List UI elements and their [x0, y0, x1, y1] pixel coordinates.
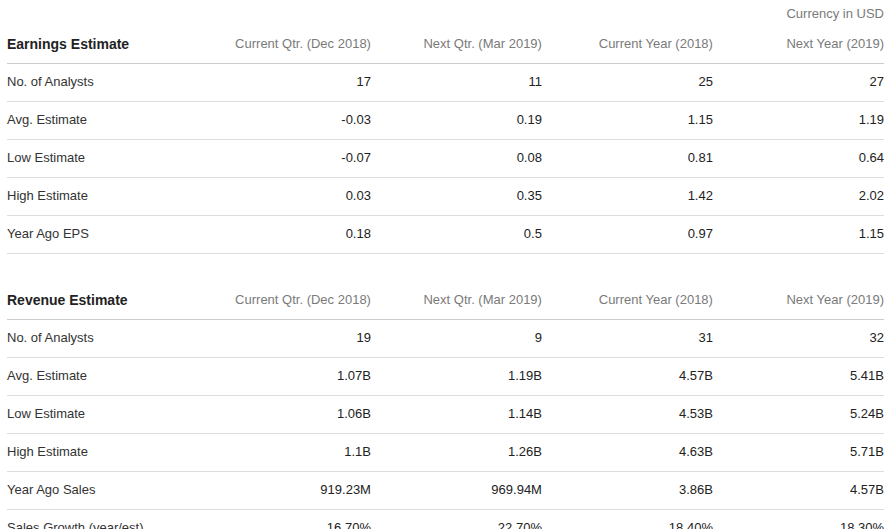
cell-value: 2.02	[713, 178, 884, 216]
cell-value: 0.81	[542, 140, 713, 178]
table-row: Low Estimate-0.070.080.810.64	[7, 140, 884, 178]
row-label: Low Estimate	[7, 140, 200, 178]
cell-value: 919.23M	[200, 472, 371, 510]
cell-value: 1.15	[542, 102, 713, 140]
row-label: No. of Analysts	[7, 64, 200, 102]
table-row: Year Ago EPS0.180.50.971.15	[7, 216, 884, 254]
cell-value: 25	[542, 64, 713, 102]
table-row: No. of Analysts1993132	[7, 320, 884, 358]
analyst-estimates-page: Currency in USD Earnings EstimateCurrent…	[0, 0, 893, 529]
estimate-table: Revenue EstimateCurrent Qtr. (Dec 2018)N…	[7, 282, 884, 529]
row-label: No. of Analysts	[7, 320, 200, 358]
cell-value: 4.57B	[713, 472, 884, 510]
table-header-row: Earnings EstimateCurrent Qtr. (Dec 2018)…	[7, 26, 884, 64]
column-header: Current Qtr. (Dec 2018)	[200, 282, 371, 320]
cell-value: 0.03	[200, 178, 371, 216]
column-header: Next Qtr. (Mar 2019)	[371, 26, 542, 64]
cell-value: 1.14B	[371, 396, 542, 434]
table-title: Earnings Estimate	[7, 26, 200, 64]
column-header: Current Year (2018)	[542, 282, 713, 320]
cell-value: 16.70%	[200, 510, 371, 529]
cell-value: -0.03	[200, 102, 371, 140]
currency-note: Currency in USD	[7, 4, 884, 26]
estimate-tables: Earnings EstimateCurrent Qtr. (Dec 2018)…	[7, 26, 884, 529]
table-row: Avg. Estimate1.07B1.19B4.57B5.41B	[7, 358, 884, 396]
cell-value: 18.40%	[542, 510, 713, 529]
cell-value: 1.19B	[371, 358, 542, 396]
table-row: Avg. Estimate-0.030.191.151.19	[7, 102, 884, 140]
cell-value: 0.5	[371, 216, 542, 254]
row-label: Avg. Estimate	[7, 102, 200, 140]
cell-value: 0.64	[713, 140, 884, 178]
cell-value: 18.30%	[713, 510, 884, 529]
row-label: Sales Growth (year/est)	[7, 510, 200, 529]
row-label: High Estimate	[7, 178, 200, 216]
cell-value: 1.1B	[200, 434, 371, 472]
cell-value: 3.86B	[542, 472, 713, 510]
cell-value: 31	[542, 320, 713, 358]
column-header: Current Qtr. (Dec 2018)	[200, 26, 371, 64]
table-row: High Estimate0.030.351.422.02	[7, 178, 884, 216]
cell-value: 0.08	[371, 140, 542, 178]
cell-value: 32	[713, 320, 884, 358]
table-row: No. of Analysts17112527	[7, 64, 884, 102]
cell-value: 0.97	[542, 216, 713, 254]
cell-value: 1.42	[542, 178, 713, 216]
table-row: Year Ago Sales919.23M969.94M3.86B4.57B	[7, 472, 884, 510]
cell-value: 1.07B	[200, 358, 371, 396]
cell-value: 969.94M	[371, 472, 542, 510]
table-row: Sales Growth (year/est)16.70%22.70%18.40…	[7, 510, 884, 529]
cell-value: 1.19	[713, 102, 884, 140]
cell-value: 5.41B	[713, 358, 884, 396]
cell-value: -0.07	[200, 140, 371, 178]
row-label: Avg. Estimate	[7, 358, 200, 396]
cell-value: 27	[713, 64, 884, 102]
cell-value: 4.53B	[542, 396, 713, 434]
cell-value: 1.26B	[371, 434, 542, 472]
column-header: Next Year (2019)	[713, 26, 884, 64]
cell-value: 0.35	[371, 178, 542, 216]
row-label: Year Ago Sales	[7, 472, 200, 510]
cell-value: 9	[371, 320, 542, 358]
estimate-table: Earnings EstimateCurrent Qtr. (Dec 2018)…	[7, 26, 884, 254]
column-header: Current Year (2018)	[542, 26, 713, 64]
column-header: Next Year (2019)	[713, 282, 884, 320]
cell-value: 4.63B	[542, 434, 713, 472]
table-row: High Estimate1.1B1.26B4.63B5.71B	[7, 434, 884, 472]
cell-value: 1.06B	[200, 396, 371, 434]
cell-value: 5.71B	[713, 434, 884, 472]
cell-value: 11	[371, 64, 542, 102]
cell-value: 19	[200, 320, 371, 358]
cell-value: 5.24B	[713, 396, 884, 434]
cell-value: 4.57B	[542, 358, 713, 396]
cell-value: 0.19	[371, 102, 542, 140]
cell-value: 0.18	[200, 216, 371, 254]
table-row: Low Estimate1.06B1.14B4.53B5.24B	[7, 396, 884, 434]
row-label: Year Ago EPS	[7, 216, 200, 254]
row-label: Low Estimate	[7, 396, 200, 434]
cell-value: 22.70%	[371, 510, 542, 529]
cell-value: 17	[200, 64, 371, 102]
table-header-row: Revenue EstimateCurrent Qtr. (Dec 2018)N…	[7, 282, 884, 320]
column-header: Next Qtr. (Mar 2019)	[371, 282, 542, 320]
table-title: Revenue Estimate	[7, 282, 200, 320]
row-label: High Estimate	[7, 434, 200, 472]
cell-value: 1.15	[713, 216, 884, 254]
